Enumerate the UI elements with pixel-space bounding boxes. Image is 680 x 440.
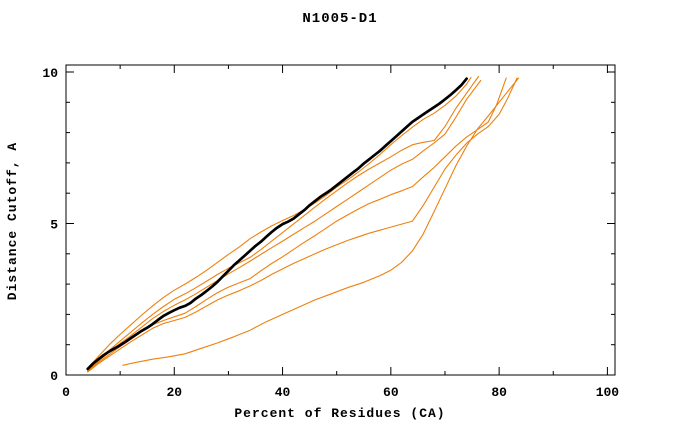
y-tick-label: 0 [50, 369, 58, 384]
x-axis-label: Percent of Residues (CA) [234, 406, 445, 421]
x-tick-label: 80 [491, 385, 507, 400]
y-tick-label: 10 [42, 66, 58, 81]
series-model-1-hug [87, 76, 472, 369]
x-tick-label: 40 [275, 385, 291, 400]
x-tick-label: 0 [62, 385, 70, 400]
axis-frame [65, 64, 616, 376]
series-model-2 [87, 75, 480, 372]
x-tick-label: 60 [383, 385, 399, 400]
series-model-4 [87, 77, 507, 372]
x-tick-label: 20 [166, 385, 182, 400]
series-model-6-shallow [122, 77, 520, 366]
x-tick-label: 100 [596, 385, 620, 400]
series-target-black [86, 77, 468, 371]
series-model-5 [87, 77, 518, 373]
y-tick-label: 5 [50, 218, 58, 233]
chart-title: N1005-D1 [302, 11, 377, 27]
y-axis-label: Distance Cutoff, A [5, 142, 20, 300]
series-model-3 [87, 79, 482, 372]
plot-area: 0 20 40 60 80 100 0 5 10 [42, 64, 620, 400]
